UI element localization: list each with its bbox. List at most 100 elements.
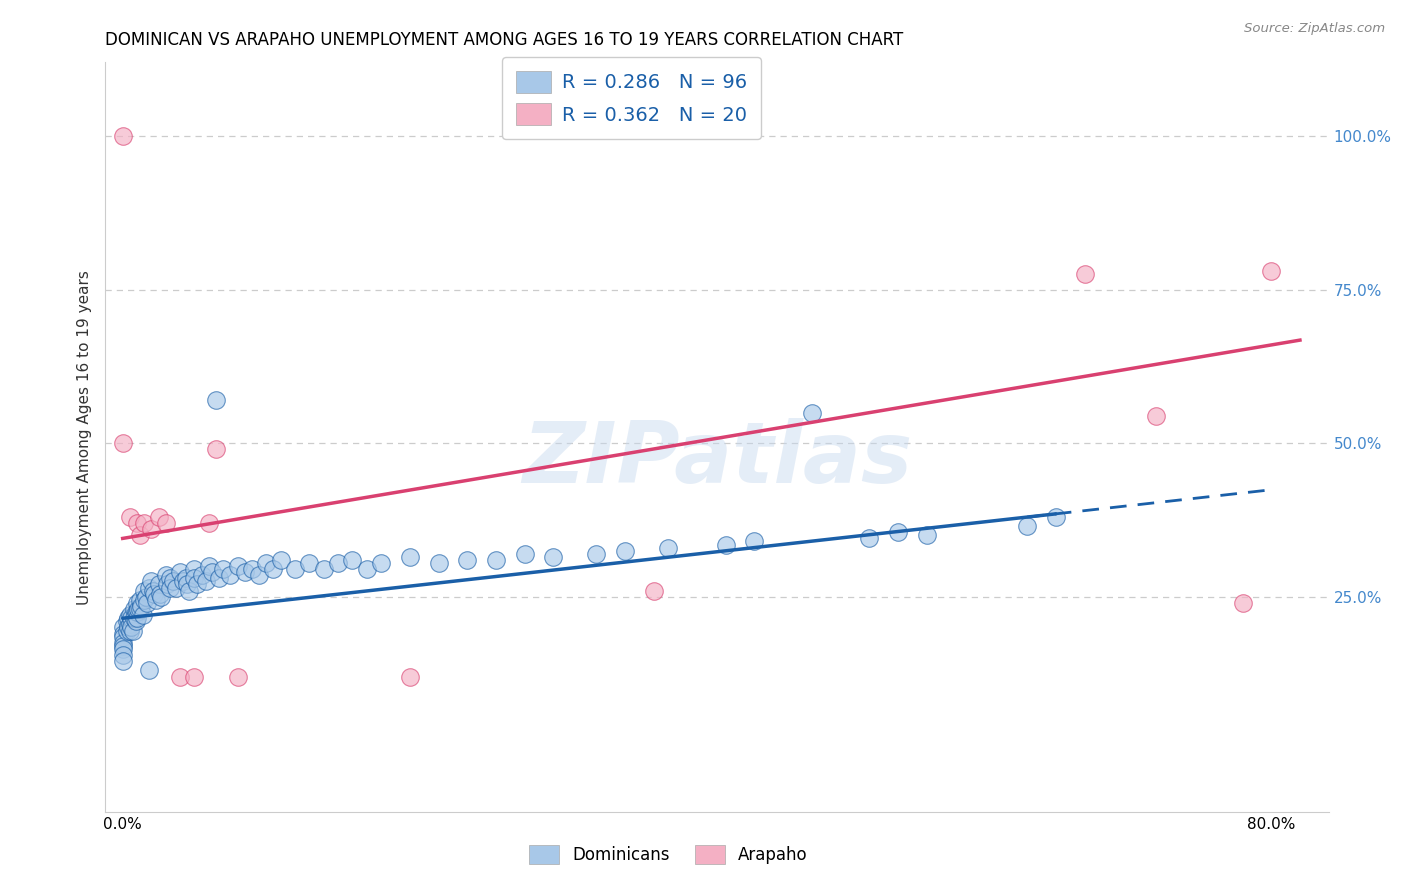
- Point: [127, 602, 149, 616]
- Point: [485, 553, 508, 567]
- Point: [132, 608, 155, 623]
- Point: [247, 568, 270, 582]
- Point: [138, 664, 160, 678]
- Point: [198, 516, 221, 530]
- Point: [117, 611, 139, 625]
- Point: [262, 562, 284, 576]
- Point: [122, 602, 145, 616]
- Point: [148, 577, 170, 591]
- Point: [145, 592, 167, 607]
- Point: [124, 605, 146, 619]
- Point: [212, 562, 235, 576]
- Point: [131, 599, 153, 613]
- Point: [226, 670, 249, 684]
- Point: [205, 393, 228, 408]
- Point: [298, 556, 321, 570]
- Point: [118, 624, 141, 638]
- Point: [176, 577, 198, 591]
- Point: [138, 581, 160, 595]
- Point: [1144, 409, 1167, 423]
- Point: [134, 583, 156, 598]
- Point: [205, 442, 228, 457]
- Legend: Dominicans, Arapaho: Dominicans, Arapaho: [522, 838, 814, 871]
- Point: [714, 537, 737, 551]
- Point: [1260, 264, 1282, 278]
- Point: [124, 615, 146, 629]
- Point: [120, 611, 142, 625]
- Point: [115, 624, 138, 638]
- Point: [174, 571, 197, 585]
- Point: [513, 547, 536, 561]
- Point: [356, 562, 378, 576]
- Point: [165, 581, 187, 595]
- Point: [887, 525, 910, 540]
- Point: [198, 559, 221, 574]
- Point: [858, 532, 880, 546]
- Point: [643, 583, 665, 598]
- Point: [134, 592, 156, 607]
- Point: [183, 562, 205, 576]
- Point: [129, 528, 152, 542]
- Text: DOMINICAN VS ARAPAHO UNEMPLOYMENT AMONG AGES 16 TO 19 YEARS CORRELATION CHART: DOMINICAN VS ARAPAHO UNEMPLOYMENT AMONG …: [105, 31, 904, 49]
- Point: [614, 543, 637, 558]
- Point: [125, 516, 148, 530]
- Point: [129, 602, 152, 616]
- Point: [162, 574, 184, 589]
- Point: [270, 553, 292, 567]
- Point: [1232, 596, 1254, 610]
- Point: [143, 587, 166, 601]
- Point: [233, 565, 256, 579]
- Point: [118, 510, 141, 524]
- Point: [177, 583, 200, 598]
- Point: [111, 436, 134, 450]
- Point: [427, 556, 450, 570]
- Point: [1073, 268, 1095, 282]
- Point: [169, 670, 191, 684]
- Point: [208, 571, 231, 585]
- Point: [150, 590, 173, 604]
- Point: [159, 571, 181, 585]
- Point: [226, 559, 249, 574]
- Point: [190, 568, 212, 582]
- Point: [135, 590, 157, 604]
- Point: [142, 583, 165, 598]
- Point: [117, 620, 139, 634]
- Point: [155, 516, 177, 530]
- Point: [111, 642, 134, 657]
- Point: [183, 670, 205, 684]
- Point: [121, 624, 143, 638]
- Point: [120, 620, 142, 634]
- Point: [115, 615, 138, 629]
- Point: [398, 549, 420, 564]
- Point: [118, 617, 141, 632]
- Point: [125, 611, 148, 625]
- Point: [915, 528, 938, 542]
- Point: [159, 581, 181, 595]
- Point: [585, 547, 607, 561]
- Point: [141, 574, 163, 589]
- Point: [111, 129, 134, 144]
- Point: [136, 596, 159, 610]
- Point: [398, 670, 420, 684]
- Point: [219, 568, 242, 582]
- Point: [326, 556, 349, 570]
- Point: [111, 626, 134, 640]
- Point: [125, 596, 148, 610]
- Point: [141, 522, 163, 536]
- Point: [254, 556, 277, 570]
- Point: [800, 405, 823, 419]
- Point: [122, 611, 145, 625]
- Point: [149, 587, 172, 601]
- Point: [134, 516, 156, 530]
- Point: [111, 648, 134, 662]
- Point: [111, 620, 134, 634]
- Y-axis label: Unemployment Among Ages 16 to 19 years: Unemployment Among Ages 16 to 19 years: [77, 269, 93, 605]
- Point: [1017, 519, 1039, 533]
- Point: [186, 577, 208, 591]
- Point: [118, 608, 141, 623]
- Point: [156, 577, 179, 591]
- Point: [284, 562, 307, 576]
- Point: [657, 541, 679, 555]
- Point: [194, 574, 217, 589]
- Point: [183, 571, 205, 585]
